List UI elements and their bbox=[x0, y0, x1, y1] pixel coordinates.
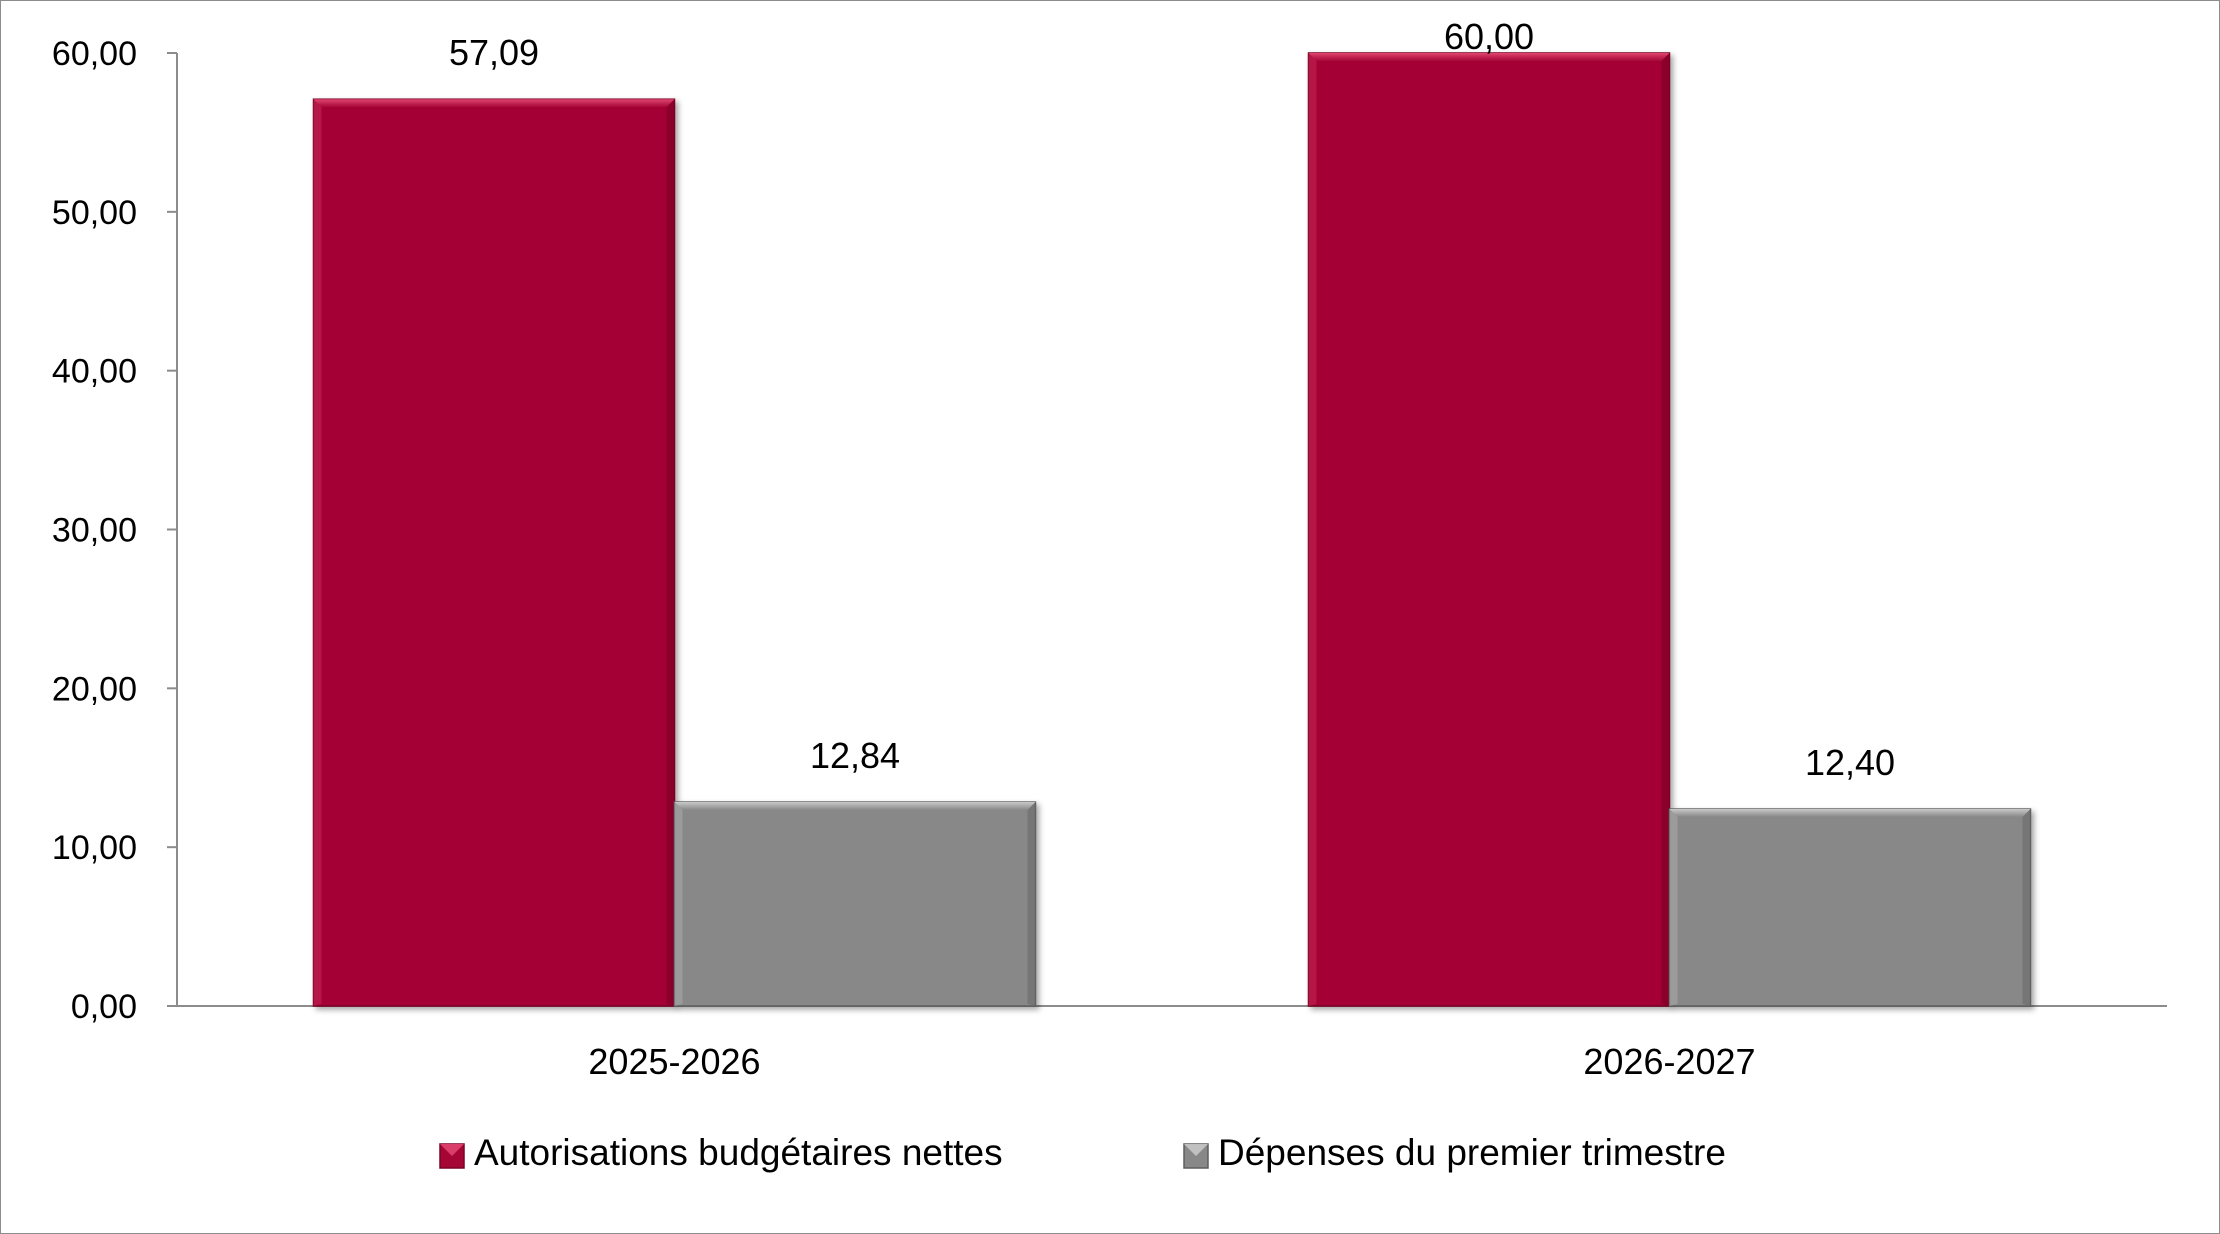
x-axis: 2025-2026 2026-2027 bbox=[177, 1005, 2167, 1082]
y-tick-label: 50,00 bbox=[52, 194, 137, 232]
bar-value-label: 60,00 bbox=[1444, 16, 1534, 57]
y-tick-label: 0,00 bbox=[71, 988, 137, 1026]
x-category-label: 2026-2027 bbox=[1583, 1041, 1755, 1082]
legend-item: Autorisations budgétaires nettes bbox=[439, 1132, 1003, 1173]
bar-value-label: 12,84 bbox=[810, 735, 900, 776]
y-tick-label: 40,00 bbox=[52, 353, 137, 391]
data-labels: 57,09 12,84 60,00 12,40 bbox=[449, 16, 1895, 783]
legend-label: Autorisations budgétaires nettes bbox=[474, 1132, 1003, 1173]
y-tick-label: 20,00 bbox=[52, 670, 137, 708]
legend: Autorisations budgétaires nettes Dépenses… bbox=[439, 1132, 1726, 1173]
y-axis: 0,00 10,00 20,00 30,00 40,00 50,00 60,00 bbox=[52, 35, 178, 1026]
y-tick-label: 60,00 bbox=[52, 35, 137, 73]
legend-label: Dépenses du premier trimestre bbox=[1218, 1132, 1726, 1173]
bars bbox=[312, 52, 2032, 1007]
bar-value-label: 57,09 bbox=[449, 32, 539, 73]
legend-item: Dépenses du premier trimestre bbox=[1183, 1132, 1726, 1173]
bar bbox=[1307, 52, 1671, 1007]
y-tick-label: 30,00 bbox=[52, 512, 137, 550]
bar bbox=[312, 98, 676, 1007]
bar bbox=[1668, 808, 2032, 1007]
x-category-label: 2025-2026 bbox=[588, 1041, 760, 1082]
bar-value-label: 12,40 bbox=[1805, 742, 1895, 783]
y-tick-label: 10,00 bbox=[52, 829, 137, 867]
bar bbox=[673, 801, 1037, 1007]
